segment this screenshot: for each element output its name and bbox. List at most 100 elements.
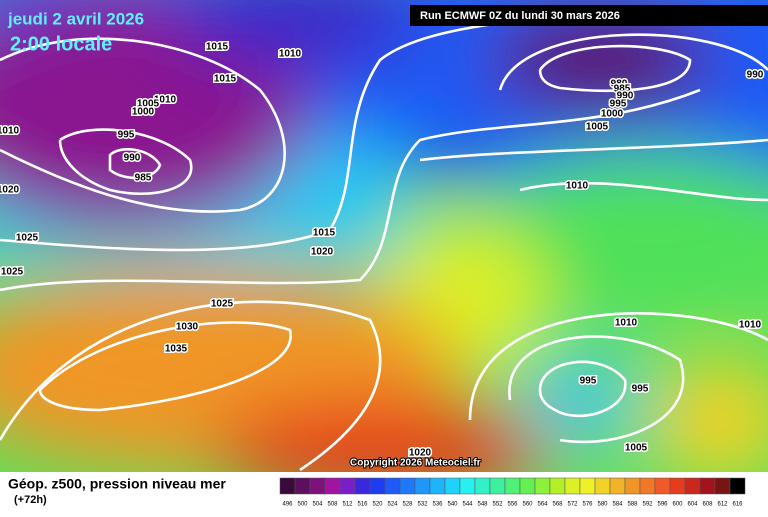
colorbar-label: 576 — [582, 502, 593, 508]
copyright: Copyright 2026 Meteociel.fr — [350, 458, 481, 469]
isobar-label: 1005 — [586, 122, 609, 133]
isobar-label: 1020 — [311, 247, 334, 258]
colorbar-label: 600 — [672, 502, 683, 508]
colorbar-swatch — [489, 477, 506, 495]
colorbar-label: 608 — [702, 502, 713, 508]
colorbar-label: 584 — [612, 502, 623, 508]
colorbar-label: 572 — [567, 502, 578, 508]
isobar-label: 1005 — [625, 443, 648, 454]
colorbar-label: 568 — [552, 502, 563, 508]
isobar-label: 985 — [614, 84, 631, 95]
colorbar-swatch — [714, 477, 731, 495]
colorbar-label: 552 — [492, 502, 503, 508]
isobar-label: 1025 — [1, 267, 24, 278]
colorbar-swatch — [324, 477, 341, 495]
colorbar-label: 508 — [327, 502, 338, 508]
isobar-label: 995 — [632, 384, 649, 395]
isobar-label: 990 — [617, 91, 634, 102]
isobar-label: 1020 — [0, 185, 20, 196]
isobar-label: 990 — [747, 70, 764, 81]
colorbar-swatch — [429, 477, 446, 495]
isobar-label: 1010 — [154, 95, 177, 106]
colorbar-swatch — [654, 477, 671, 495]
colorbar-swatch — [699, 477, 716, 495]
colorbar-label: 580 — [597, 502, 608, 508]
colorbar-label: 520 — [372, 502, 383, 508]
isobar-label: 1010 — [0, 126, 20, 137]
colorbar-swatch — [564, 477, 581, 495]
colorbar-label: 588 — [627, 502, 638, 508]
colorbar-swatch — [399, 477, 416, 495]
colorbar-label: 540 — [447, 502, 458, 508]
colorbar: 496 500 504 508 512 516 520 524 528 532 536 540 544 5… — [279, 477, 746, 508]
isobar-label: 1020 — [409, 448, 432, 459]
colorbar-label: 536 — [432, 502, 443, 508]
forecast-time: 2:00 locale — [10, 33, 112, 55]
isobar-label: 1025 — [16, 233, 39, 244]
colorbar-label: 604 — [687, 502, 698, 508]
colorbar-swatch — [474, 477, 491, 495]
isobar-label: 1035 — [165, 344, 188, 355]
colorbar-label: 616 — [732, 502, 743, 508]
isobar-label: 1000 — [132, 107, 155, 118]
isobar-labels: 1015 1015 1010 1010 1005 1000 995 990 98… — [0, 40, 765, 460]
colorbar-label: 524 — [387, 502, 398, 508]
colorbar-swatch — [549, 477, 566, 495]
colorbar-label: 612 — [717, 502, 728, 508]
colorbar-label: 528 — [402, 502, 413, 508]
isobar-label: 1030 — [176, 322, 199, 333]
colorbar-swatch — [444, 477, 461, 495]
colorbar-swatch — [459, 477, 476, 495]
isobar-label: 995 — [580, 376, 597, 387]
footer-title: Géop. z500, pression niveau mer — [8, 476, 226, 492]
colorbar-swatch — [609, 477, 626, 495]
isobar-label: 1010 — [739, 320, 762, 331]
isobar-label: 1015 — [313, 228, 336, 239]
colorbar-label: 496 — [282, 502, 293, 508]
colorbar-swatch — [414, 477, 431, 495]
colorbar-label: 548 — [477, 502, 488, 508]
isobar-label: 1000 — [601, 109, 624, 120]
colorbar-label: 544 — [462, 502, 473, 508]
isobar-label: 1010 — [566, 181, 589, 192]
colorbar-swatch — [594, 477, 611, 495]
colorbar-swatch — [339, 477, 356, 495]
isobar-label: 1005 — [137, 99, 160, 110]
colorbar-label: 564 — [537, 502, 548, 508]
colorbar-swatch — [519, 477, 536, 495]
colorbar-label: 516 — [357, 502, 368, 508]
isobar-label: 1015 — [214, 74, 237, 85]
isobar-label: 990 — [124, 153, 141, 164]
colorbar-label: 560 — [522, 502, 533, 508]
colorbar-swatch — [624, 477, 641, 495]
run-box — [410, 5, 768, 26]
colorbar-label: 556 — [507, 502, 518, 508]
colorbar-swatch — [354, 477, 371, 495]
footer-lead: (+72h) — [14, 494, 47, 506]
isobar-label: 1010 — [615, 318, 638, 329]
colorbar-label: 504 — [312, 502, 323, 508]
colorbar-label: 532 — [417, 502, 428, 508]
colorbar-swatch — [639, 477, 656, 495]
colorbar-label: 592 — [642, 502, 653, 508]
colorbar-swatch — [369, 477, 386, 495]
isobar-label: 1015 — [206, 42, 229, 53]
isobar-label: 1025 — [211, 299, 234, 310]
isobar-label: 995 — [118, 130, 135, 141]
colorbar-swatch — [729, 477, 746, 495]
colorbar-swatch — [534, 477, 551, 495]
isobar-label: 995 — [610, 99, 627, 110]
colorbar-swatch — [384, 477, 401, 495]
isobar-label: 985 — [135, 173, 152, 184]
colorbar-label: 512 — [342, 502, 353, 508]
colorbar-swatch — [684, 477, 701, 495]
colorbar-swatch — [279, 477, 296, 495]
colorbar-label: 500 — [297, 502, 308, 508]
isobar-label: 980 — [611, 79, 628, 90]
colorbar-swatch — [309, 477, 326, 495]
isobar-label: 1010 — [279, 49, 302, 60]
colorbar-label: 596 — [657, 502, 668, 508]
isobars — [0, 8, 768, 472]
colorbar-swatch — [669, 477, 686, 495]
